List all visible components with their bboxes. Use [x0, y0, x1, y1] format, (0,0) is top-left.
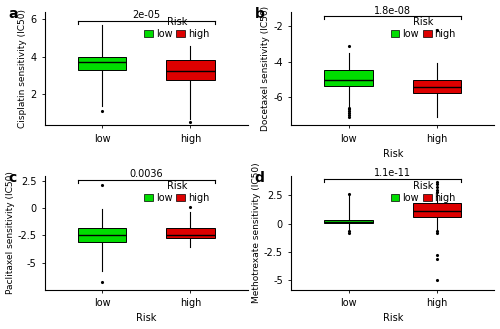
Text: 2e-05: 2e-05: [132, 10, 160, 20]
Bar: [78, 57, 126, 70]
Legend: low, high: low, high: [142, 179, 212, 206]
Y-axis label: Paclitaxel sensitivity (IC50): Paclitaxel sensitivity (IC50): [6, 171, 15, 294]
Legend: low, high: low, high: [388, 179, 459, 206]
Bar: [324, 220, 373, 223]
Y-axis label: Cisplatin sensitivity (IC50): Cisplatin sensitivity (IC50): [18, 9, 28, 128]
Text: 1.8e-08: 1.8e-08: [374, 6, 412, 15]
Text: 1.1e-11: 1.1e-11: [374, 168, 412, 178]
Text: 0.0036: 0.0036: [130, 168, 163, 179]
Text: a: a: [8, 7, 18, 21]
Text: b: b: [254, 7, 264, 21]
Bar: [166, 228, 215, 238]
Text: d: d: [254, 171, 264, 186]
Bar: [324, 70, 373, 86]
Legend: low, high: low, high: [142, 14, 212, 42]
Bar: [166, 60, 215, 80]
Bar: [78, 228, 126, 242]
Legend: low, high: low, high: [388, 14, 459, 42]
Bar: [412, 80, 462, 93]
Y-axis label: Methotrexate sensitivity (IC50): Methotrexate sensitivity (IC50): [252, 163, 261, 303]
Text: c: c: [8, 171, 16, 186]
X-axis label: Risk: Risk: [382, 149, 403, 159]
Bar: [412, 203, 462, 217]
X-axis label: Risk: Risk: [136, 314, 156, 323]
Y-axis label: Docetaxel sensitivity (IC50): Docetaxel sensitivity (IC50): [262, 6, 270, 131]
X-axis label: Risk: Risk: [382, 314, 403, 323]
